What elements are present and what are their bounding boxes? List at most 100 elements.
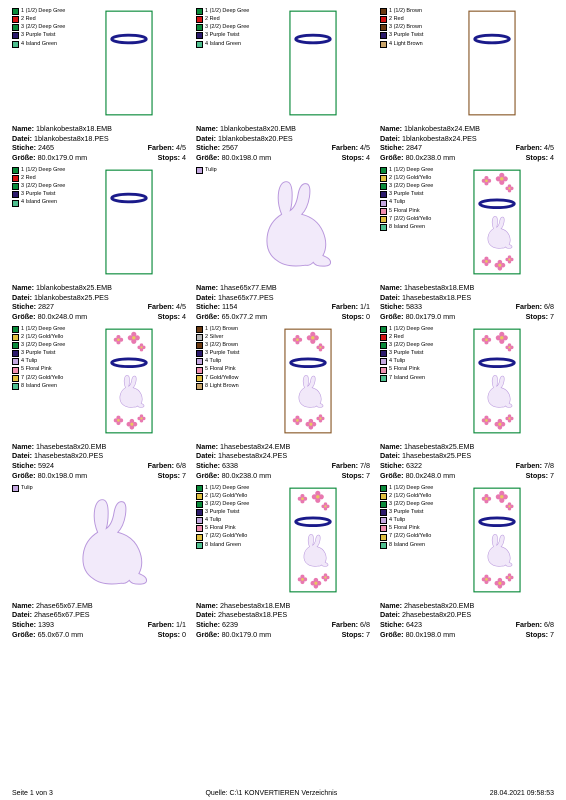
- meta-stiche: 2567: [222, 143, 238, 152]
- meta-stiche: 6322: [406, 461, 422, 470]
- color-legend: 1 (1/2) Deep Gree2 (1/2) Gold/Yello3 (2/…: [12, 326, 65, 436]
- meta-groesse-label: Größe:: [12, 312, 36, 321]
- meta-stiche-label: Stiche:: [380, 302, 404, 311]
- meta-datei: 1blankobesta8x25.PES: [34, 293, 109, 302]
- legend-row: 1 (1/2) Deep Gree: [380, 167, 433, 174]
- legend-label: 2 (1/2) Gold/Yello: [21, 334, 63, 341]
- design-thumbnail: [71, 167, 186, 277]
- color-swatch: [380, 501, 387, 508]
- legend-label: 4 Island Green: [205, 41, 241, 48]
- meta-stiche: 2847: [406, 143, 422, 152]
- legend-label: 1 (1/2) Brown: [205, 326, 238, 333]
- meta-groesse-label: Größe:: [196, 312, 220, 321]
- meta-name: 1blankobesta8x20.EMB: [220, 124, 296, 133]
- color-swatch: [196, 358, 203, 365]
- meta-farben: 4/5: [176, 302, 186, 311]
- meta-groesse: 80.0x179.0 mm: [222, 630, 272, 639]
- legend-row: 4 Tulip: [196, 358, 239, 365]
- color-swatch: [12, 24, 19, 31]
- legend-label: 5 Floral Pink: [389, 208, 420, 215]
- meta-groesse: 80.0x238.0 mm: [222, 471, 272, 480]
- color-swatch: [12, 383, 19, 390]
- legend-row: 2 (1/2) Gold/Yello: [196, 493, 249, 500]
- design-grid: 1 (1/2) Deep Gree2 Red3 (2/2) Deep Gree3…: [0, 0, 566, 640]
- meta-farben: 6/8: [544, 620, 554, 629]
- legend-row: 3 (2/2) Deep Gree: [380, 342, 433, 349]
- color-swatch: [12, 334, 19, 341]
- meta-datei: 1hasebesta8x25.PES: [402, 451, 471, 460]
- meta-datei-label: Datei:: [12, 134, 32, 143]
- meta-datei-label: Datei:: [380, 134, 400, 143]
- design-meta: Name: 2hasebesta8x18.EMB Datei: 2hasebes…: [196, 601, 370, 640]
- legend-label: 3 Purple Twist: [389, 191, 423, 198]
- color-swatch: [380, 175, 387, 182]
- legend-row: 4 Island Green: [196, 41, 249, 48]
- meta-name: 1blankobesta8x25.EMB: [36, 283, 112, 292]
- meta-farben-label: Farben:: [332, 620, 358, 629]
- color-legend: Tulip: [196, 167, 217, 277]
- legend-label: 7 (2/2) Gold/Yello: [21, 375, 63, 382]
- color-swatch: [380, 485, 387, 492]
- footer-timestamp: 28.04.2021 09:58:53: [490, 790, 554, 797]
- meta-stops: 7: [550, 630, 554, 639]
- meta-groesse-label: Größe:: [196, 630, 220, 639]
- design-cell: 1 (1/2) Deep Gree2 (1/2) Gold/Yello3 (2/…: [380, 485, 554, 640]
- meta-stiche-label: Stiche:: [12, 461, 36, 470]
- legend-label: 4 Tulip: [389, 517, 405, 524]
- color-swatch: [380, 509, 387, 516]
- design-meta: Name: 1blankobesta8x18.EMB Datei: 1blank…: [12, 124, 186, 163]
- color-swatch: [380, 334, 387, 341]
- design-thumbnail: [245, 326, 370, 436]
- meta-datei: 1hasebesta8x24.PES: [218, 451, 287, 460]
- legend-row: 3 Purple Twist: [12, 191, 65, 198]
- meta-stiche-label: Stiche:: [380, 620, 404, 629]
- meta-name: 1hasebesta8x25.EMB: [404, 442, 474, 451]
- meta-stops: 4: [366, 153, 370, 162]
- meta-name-label: Name:: [12, 124, 34, 133]
- legend-row: 1 (1/2) Deep Gree: [196, 8, 249, 15]
- meta-groesse-label: Größe:: [196, 153, 220, 162]
- color-swatch: [380, 326, 387, 333]
- legend-label: 3 (2/2) Deep Gree: [21, 24, 65, 31]
- design-meta: Name: 1hasebesta8x25.EMB Datei: 1hasebes…: [380, 442, 554, 481]
- legend-label: 3 Purple Twist: [389, 32, 423, 39]
- legend-label: 2 (1/2) Gold/Yello: [389, 493, 431, 500]
- meta-stops-label: Stops:: [158, 471, 180, 480]
- color-swatch: [12, 350, 19, 357]
- meta-stiche: 6239: [222, 620, 238, 629]
- legend-row: 3 Purple Twist: [196, 350, 239, 357]
- meta-stops-label: Stops:: [158, 312, 180, 321]
- legend-label: 3 (2/2) Deep Gree: [205, 24, 249, 31]
- legend-label: 1 (1/2) Deep Gree: [205, 485, 249, 492]
- color-swatch: [196, 493, 203, 500]
- meta-stops-label: Stops:: [158, 153, 180, 162]
- legend-label: 7 (2/2) Gold/Yello: [389, 216, 431, 223]
- color-swatch: [196, 342, 203, 349]
- color-swatch: [196, 375, 203, 382]
- legend-label: 5 Floral Pink: [389, 525, 420, 532]
- design-thumbnail: [439, 167, 554, 277]
- meta-datei: 2hase65x67.PES: [34, 610, 90, 619]
- meta-farben-label: Farben:: [516, 620, 542, 629]
- meta-stiche: 6423: [406, 620, 422, 629]
- meta-datei: 1hase65x77.PES: [218, 293, 274, 302]
- color-swatch: [380, 342, 387, 349]
- color-swatch: [380, 534, 387, 541]
- legend-row: 1 (1/2) Deep Gree: [12, 167, 65, 174]
- legend-label: 2 Silver: [205, 334, 223, 341]
- meta-name: 1hasebesta8x20.EMB: [36, 442, 106, 451]
- color-swatch: [12, 183, 19, 190]
- meta-stiche: 1393: [38, 620, 54, 629]
- color-legend: 1 (1/2) Deep Gree2 Red3 (2/2) Deep Gree3…: [380, 326, 433, 436]
- meta-groesse: 80.0x248.0 mm: [38, 312, 88, 321]
- color-swatch: [380, 525, 387, 532]
- color-swatch: [12, 41, 19, 48]
- legend-label: 1 (1/2) Brown: [389, 8, 422, 15]
- design-cell: 1 (1/2) Deep Gree2 (1/2) Gold/Yello3 (2/…: [196, 485, 370, 640]
- legend-row: 8 Island Green: [380, 542, 433, 549]
- legend-row: 4 Tulip: [380, 517, 433, 524]
- color-swatch: [196, 24, 203, 31]
- meta-farben-label: Farben:: [148, 302, 174, 311]
- legend-label: 1 (1/2) Deep Gree: [389, 326, 433, 333]
- meta-farben: 6/8: [176, 461, 186, 470]
